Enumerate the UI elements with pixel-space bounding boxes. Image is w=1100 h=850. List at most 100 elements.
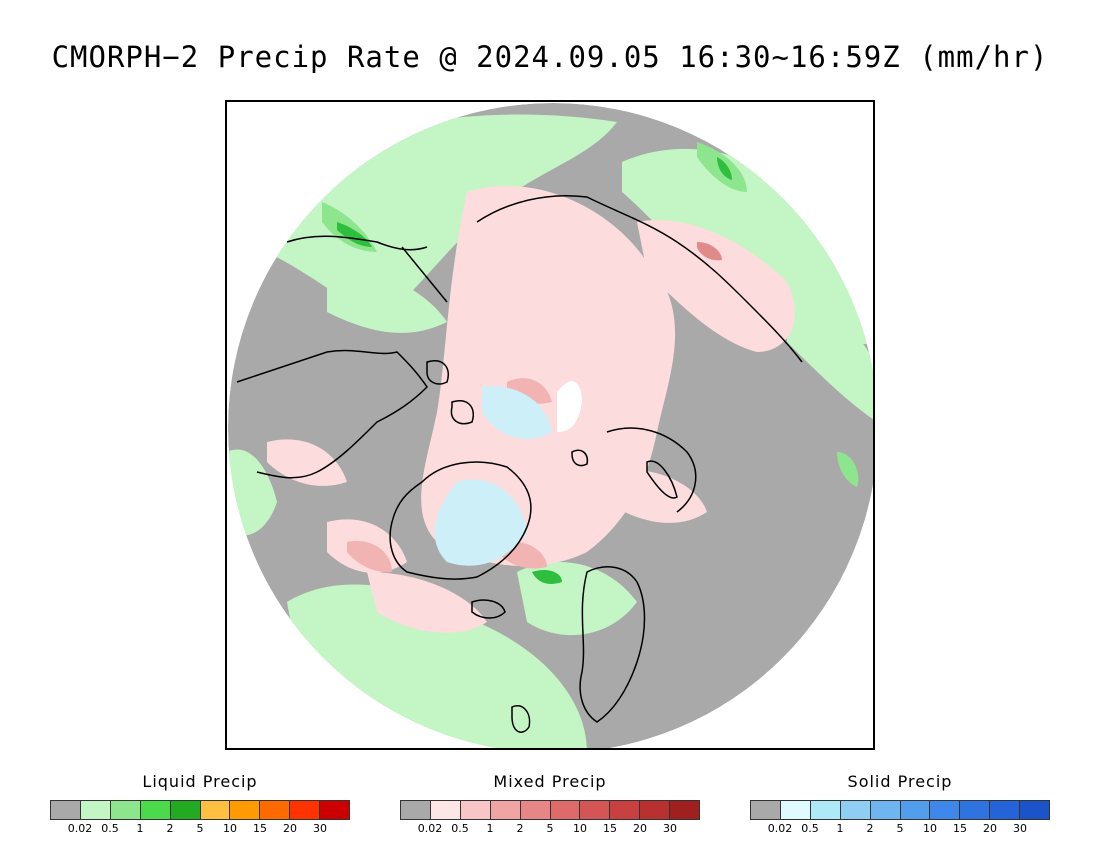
legend-swatch: [520, 801, 551, 819]
legend-tick-label: 5: [196, 822, 204, 835]
alaska-canada-border: [401, 246, 448, 303]
legend-swatch: [640, 801, 671, 819]
iceland-coastline: [471, 599, 506, 619]
legend-tick-label: 2: [166, 822, 174, 835]
legend-tick-label: 0.02: [67, 822, 93, 835]
legend-swatch: [460, 801, 491, 819]
legend-swatch: [610, 801, 641, 819]
legend-swatch: [80, 801, 111, 819]
legend-tick-label: 2: [516, 822, 524, 835]
solid-precip-area: [557, 381, 582, 432]
legend-tick-label: 0.5: [451, 822, 469, 835]
legend-tick-label: 30: [1013, 822, 1027, 835]
legend-tick-label: 0.5: [801, 822, 819, 835]
eurasia-coastline: [476, 194, 803, 363]
liquid-precip-area: [327, 270, 447, 333]
liquid-precip-area: [337, 222, 372, 247]
legend-tick-label: 5: [896, 822, 904, 835]
legend-tick-label: 20: [633, 822, 647, 835]
legend-swatch: [320, 801, 350, 819]
north-america-coastline: [236, 349, 428, 479]
legend-swatch: [140, 801, 171, 819]
legend-tick-label: 0.02: [767, 822, 793, 835]
legend-swatch: [1020, 801, 1050, 819]
legend-tick-label: 1: [836, 822, 844, 835]
legend-tick-labels: 0.02 0.5 1 2 5 10 15 20 30: [750, 822, 1050, 836]
legend-swatch: [401, 801, 431, 819]
legend-liquid-precip: Liquid Precip 0.02 0.5 1 2 5 10 15 20 30: [50, 772, 350, 836]
legend-swatch: [751, 801, 781, 819]
map-title: CMORPH−2 Precip Rate @ 2024.09.05 16:30~…: [51, 40, 1049, 74]
legend-swatch: [780, 801, 811, 819]
legend-title: Solid Precip: [847, 772, 953, 791]
legend-swatch: [960, 801, 991, 819]
legend-tick-label: 30: [313, 822, 327, 835]
mixed-precip-area: [697, 242, 722, 261]
legend-tick-label: 10: [573, 822, 587, 835]
svalbard-coastline: [571, 449, 589, 467]
legend-swatch: [990, 801, 1021, 819]
legend-tick-label: 10: [223, 822, 237, 835]
north-america-coastline: [286, 235, 428, 251]
mixed-precip-area: [347, 541, 392, 573]
legend-tick-label: 15: [603, 822, 617, 835]
scandinavia-coastline: [579, 566, 646, 723]
legend-tick-label: 20: [983, 822, 997, 835]
legend-tick-label: 30: [663, 822, 677, 835]
legend-title: Liquid Precip: [142, 772, 258, 791]
legend-tick-label: 20: [283, 822, 297, 835]
legend-tick-label: 5: [546, 822, 554, 835]
arctic-islands-coastline: [426, 360, 449, 385]
legend-swatch: [840, 801, 871, 819]
legend-color-bar: [400, 800, 700, 820]
legend-swatch: [430, 801, 461, 819]
legend-tick-label: 2: [866, 822, 874, 835]
legend-color-bar: [50, 800, 350, 820]
legend-swatch: [110, 801, 141, 819]
british-isles-coastline: [511, 705, 531, 733]
legend-swatch: [290, 801, 321, 819]
greenland-coastline: [389, 461, 532, 580]
legend-swatch: [170, 801, 201, 819]
mixed-precip-area: [421, 185, 676, 566]
polar-precip-map: [225, 100, 875, 750]
liquid-precip-area: [532, 570, 562, 584]
legend-color-bar: [750, 800, 1050, 820]
precip-map-canvas: [228, 103, 873, 748]
legend-title: Mixed Precip: [493, 772, 607, 791]
eurasia-coastline: [606, 427, 697, 513]
legend-swatch: [930, 801, 961, 819]
liquid-precip-area: [717, 157, 732, 180]
mixed-precip-area: [267, 439, 347, 486]
legend-swatch: [670, 801, 700, 819]
liquid-precip-area: [837, 452, 859, 487]
legend-tick-label: 0.02: [417, 822, 443, 835]
legend-tick-label: 10: [923, 822, 937, 835]
legend-mixed-precip: Mixed Precip 0.02 0.5 1 2 5 10 15 20 30: [400, 772, 700, 836]
mixed-precip-area: [607, 469, 707, 523]
legend-swatch: [230, 801, 261, 819]
legend-swatch: [580, 801, 611, 819]
liquid-precip-area: [787, 302, 873, 422]
solid-precip-area: [482, 386, 552, 440]
legend-swatch: [870, 801, 901, 819]
legend-tick-labels: 0.02 0.5 1 2 5 10 15 20 30: [50, 822, 350, 836]
legend-tick-label: 1: [136, 822, 144, 835]
solid-precip-area: [434, 479, 527, 566]
legend-swatch: [490, 801, 521, 819]
legend-swatch: [900, 801, 931, 819]
legend-tick-label: 15: [253, 822, 267, 835]
legend-swatch: [200, 801, 231, 819]
mixed-precip-area: [367, 572, 487, 633]
legend-tick-label: 15: [953, 822, 967, 835]
liquid-precip-area: [622, 148, 873, 345]
mixed-precip-area: [637, 220, 796, 352]
novaya-zemlya-coastline: [646, 460, 678, 499]
legend-solid-precip: Solid Precip 0.02 0.5 1 2 5 10 15 20 30: [750, 772, 1050, 836]
arctic-islands-coastline: [450, 400, 474, 425]
legend-swatch: [810, 801, 841, 819]
legend-tick-label: 0.5: [101, 822, 119, 835]
legend-swatch: [550, 801, 581, 819]
legend-tick-labels: 0.02 0.5 1 2 5 10 15 20 30: [400, 822, 700, 836]
legend-swatch: [260, 801, 291, 819]
